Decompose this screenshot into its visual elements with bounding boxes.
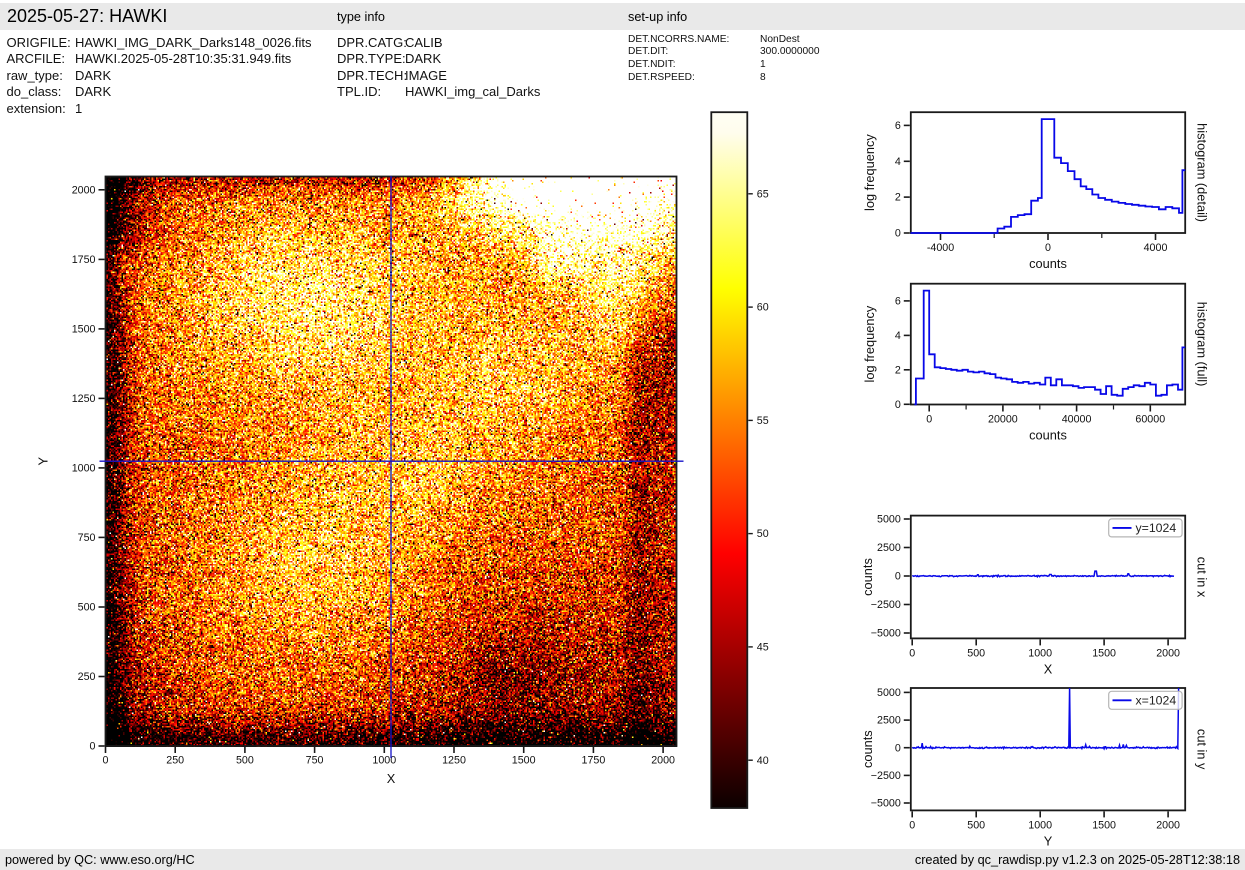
svg-text:4: 4 (895, 156, 901, 168)
svg-text:750: 750 (306, 755, 324, 767)
svg-text:cut in x: cut in x (1195, 557, 1210, 598)
svg-text:X: X (1044, 661, 1053, 676)
svg-text:0: 0 (895, 742, 901, 754)
svg-text:65: 65 (757, 188, 769, 200)
svg-text:X: X (387, 771, 396, 786)
svg-text:5000: 5000 (877, 514, 901, 526)
svg-text:0: 0 (909, 819, 915, 831)
svg-text:1750: 1750 (582, 755, 606, 767)
svg-text:1750: 1750 (72, 254, 96, 266)
svg-text:1250: 1250 (442, 755, 466, 767)
svg-text:0: 0 (103, 755, 109, 767)
svg-text:cut in y: cut in y (1195, 729, 1210, 770)
svg-text:0: 0 (895, 228, 901, 240)
svg-text:0: 0 (895, 571, 901, 583)
svg-text:counts: counts (1029, 428, 1067, 443)
svg-text:1500: 1500 (512, 755, 536, 767)
svg-text:0: 0 (926, 414, 932, 426)
svg-text:1500: 1500 (1092, 819, 1116, 831)
svg-text:2500: 2500 (877, 715, 901, 727)
svg-text:2500: 2500 (877, 542, 901, 554)
svg-text:histogram (detail): histogram (detail) (1195, 123, 1210, 222)
svg-text:1000: 1000 (372, 755, 396, 767)
svg-text:counts: counts (1029, 256, 1067, 271)
svg-text:-4000: -4000 (927, 242, 954, 254)
svg-text:55: 55 (757, 415, 769, 427)
svg-text:0: 0 (895, 399, 901, 411)
svg-text:2: 2 (895, 364, 901, 376)
svg-text:250: 250 (166, 755, 184, 767)
svg-text:750: 750 (78, 532, 96, 544)
svg-text:−5000: −5000 (871, 798, 901, 810)
svg-text:60: 60 (757, 302, 769, 314)
svg-text:45: 45 (757, 642, 769, 654)
svg-text:2000: 2000 (1156, 647, 1180, 659)
svg-text:y=1024: y=1024 (1136, 521, 1177, 535)
svg-text:4: 4 (895, 330, 901, 342)
svg-text:20000: 20000 (988, 414, 1018, 426)
svg-text:0: 0 (1045, 242, 1051, 254)
svg-text:60000: 60000 (1135, 414, 1165, 426)
svg-text:Y: Y (1044, 833, 1053, 848)
svg-text:2000: 2000 (651, 755, 675, 767)
svg-text:500: 500 (78, 602, 96, 614)
svg-text:1000: 1000 (1028, 819, 1052, 831)
svg-text:Y: Y (36, 456, 51, 465)
svg-text:2000: 2000 (1156, 819, 1180, 831)
svg-text:counts: counts (860, 730, 875, 768)
svg-text:6: 6 (895, 120, 901, 132)
svg-text:−2500: −2500 (871, 770, 901, 782)
svg-text:1500: 1500 (72, 324, 96, 336)
svg-text:counts: counts (860, 558, 875, 596)
svg-text:40000: 40000 (1062, 414, 1092, 426)
svg-text:1250: 1250 (72, 393, 96, 405)
svg-text:1000: 1000 (72, 463, 96, 475)
svg-text:6: 6 (895, 296, 901, 308)
svg-text:1500: 1500 (1092, 647, 1116, 659)
svg-text:0: 0 (909, 647, 915, 659)
svg-text:1000: 1000 (1028, 647, 1052, 659)
svg-text:250: 250 (78, 671, 96, 683)
svg-text:40: 40 (757, 755, 769, 767)
svg-text:log frequency: log frequency (862, 305, 877, 382)
svg-text:x=1024: x=1024 (1136, 693, 1177, 707)
svg-text:0: 0 (90, 741, 96, 753)
svg-text:500: 500 (967, 647, 985, 659)
svg-text:5000: 5000 (877, 687, 901, 699)
svg-text:−2500: −2500 (871, 599, 901, 611)
svg-text:−5000: −5000 (871, 628, 901, 640)
svg-text:histogram (full): histogram (full) (1195, 302, 1210, 387)
svg-text:500: 500 (236, 755, 254, 767)
svg-text:2: 2 (895, 192, 901, 204)
svg-text:log frequency: log frequency (862, 134, 877, 211)
svg-text:500: 500 (967, 819, 985, 831)
svg-text:2000: 2000 (72, 184, 96, 196)
svg-text:4000: 4000 (1144, 242, 1168, 254)
svg-text:50: 50 (757, 528, 769, 540)
